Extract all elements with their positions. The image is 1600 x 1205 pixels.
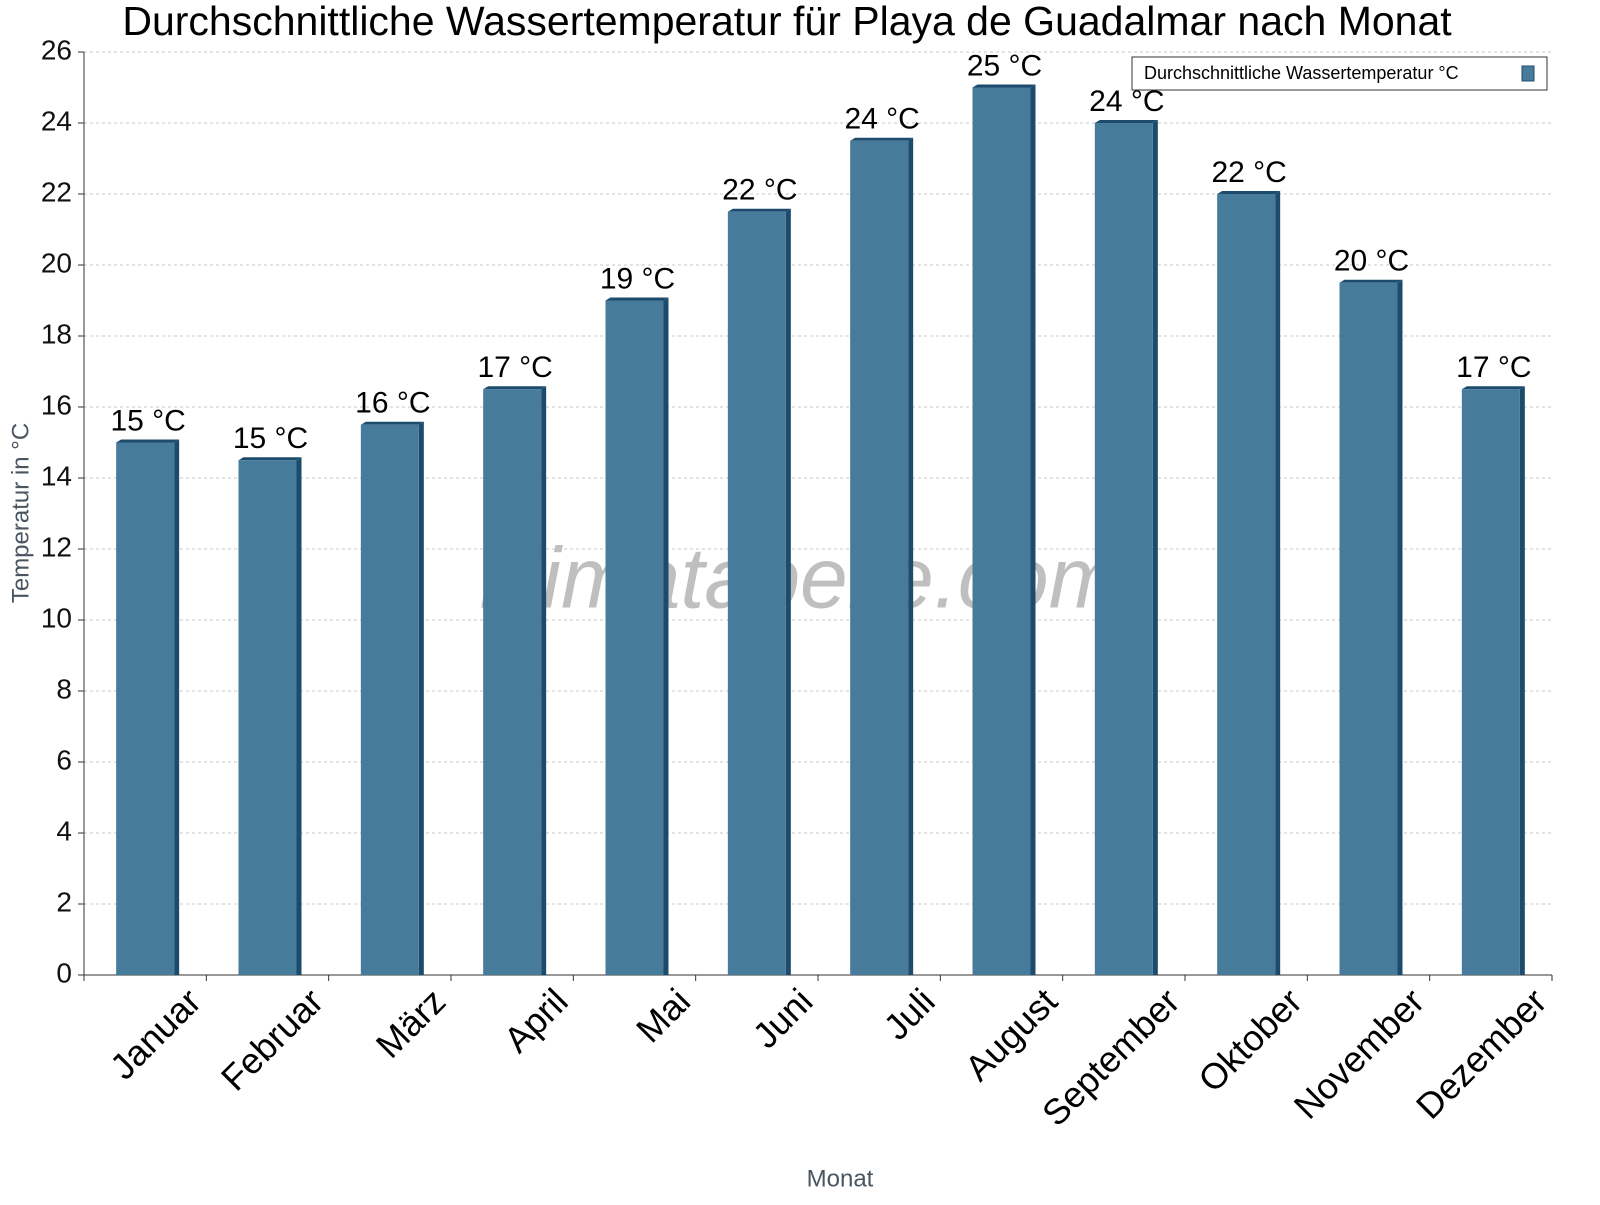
- bar-top: [1094, 120, 1158, 123]
- y-tick-label: 20: [41, 247, 72, 278]
- y-tick-label: 24: [41, 105, 72, 136]
- y-tick-label: 0: [56, 957, 72, 988]
- x-tick-label: Dezember: [1408, 980, 1554, 1126]
- y-tick-label: 18: [41, 318, 72, 349]
- x-tick-label: März: [368, 980, 454, 1066]
- value-label: 16 °C: [355, 387, 430, 420]
- bar: [727, 211, 786, 975]
- y-tick-label: 6: [56, 744, 72, 775]
- y-tick-label: 26: [41, 34, 72, 65]
- bar: [1339, 282, 1398, 975]
- bar-side: [785, 208, 791, 975]
- y-tick-label: 2: [56, 886, 72, 917]
- y-tick-label: 12: [41, 531, 72, 562]
- bar: [116, 442, 175, 975]
- bar-side: [541, 386, 547, 975]
- x-tick-label: November: [1286, 980, 1432, 1126]
- bar: [972, 87, 1031, 975]
- value-label: 17 °C: [1456, 351, 1531, 384]
- bar-side: [1397, 279, 1403, 975]
- bar-top: [850, 137, 914, 141]
- bar-side: [418, 421, 424, 975]
- bar: [483, 389, 542, 975]
- bar-side: [174, 439, 180, 975]
- bar: [238, 460, 297, 975]
- value-label: 15 °C: [110, 404, 185, 437]
- bar-top: [727, 208, 791, 212]
- value-label: 17 °C: [477, 351, 552, 384]
- bar-side: [296, 457, 302, 975]
- bar-side: [1275, 191, 1281, 975]
- x-tick-label: Oktober: [1190, 980, 1310, 1100]
- x-tick-label: Juni: [745, 980, 821, 1056]
- bar-top: [1461, 386, 1525, 390]
- bar: [1217, 194, 1276, 975]
- bar-top: [360, 421, 424, 425]
- bar: [1094, 123, 1153, 975]
- x-tick-label: Mai: [628, 980, 698, 1050]
- bar-side: [1519, 386, 1525, 975]
- y-tick-label: 22: [41, 176, 72, 207]
- bar-top: [483, 386, 547, 390]
- bar-top: [972, 84, 1036, 88]
- y-axis-label: Temperatur in °C: [7, 423, 34, 603]
- bar: [1461, 389, 1520, 975]
- x-tick-label: Februar: [213, 980, 331, 1098]
- y-tick-label: 10: [41, 602, 72, 633]
- bar-side: [663, 297, 669, 975]
- y-tick-label: 14: [41, 460, 72, 491]
- bar-side: [1030, 84, 1036, 975]
- x-tick-label: April: [496, 980, 576, 1060]
- bar: [850, 140, 909, 975]
- legend-swatch: [1521, 65, 1535, 82]
- value-label: 22 °C: [722, 174, 797, 207]
- value-label: 19 °C: [600, 262, 675, 295]
- x-tick-label: Januar: [102, 980, 209, 1087]
- legend-box: [1131, 56, 1548, 91]
- bar-side: [1152, 120, 1158, 975]
- bar: [360, 424, 419, 975]
- bar-top: [1217, 191, 1281, 194]
- bar-top: [605, 297, 669, 301]
- bar-top: [238, 457, 302, 461]
- bar-top: [116, 439, 180, 443]
- y-tick-label: 4: [56, 815, 72, 846]
- bar: [605, 300, 664, 975]
- bar-side: [908, 137, 914, 975]
- x-axis-label: Monat: [807, 1165, 874, 1192]
- value-label: 22 °C: [1211, 156, 1286, 189]
- y-tick-label: 8: [56, 673, 72, 704]
- value-label: 25 °C: [967, 49, 1042, 82]
- chart-title: Durchschnittliche Wassertemperatur für P…: [122, 0, 1452, 44]
- x-tick-label: August: [957, 980, 1065, 1088]
- y-tick-label: 16: [41, 389, 72, 420]
- bar-top: [1339, 279, 1403, 283]
- legend-label: Durchschnittliche Wassertemperatur °C: [1144, 63, 1459, 83]
- x-tick-label: Juli: [876, 980, 943, 1047]
- value-label: 15 °C: [233, 422, 308, 455]
- value-label: 24 °C: [844, 103, 919, 136]
- value-label: 20 °C: [1334, 245, 1409, 278]
